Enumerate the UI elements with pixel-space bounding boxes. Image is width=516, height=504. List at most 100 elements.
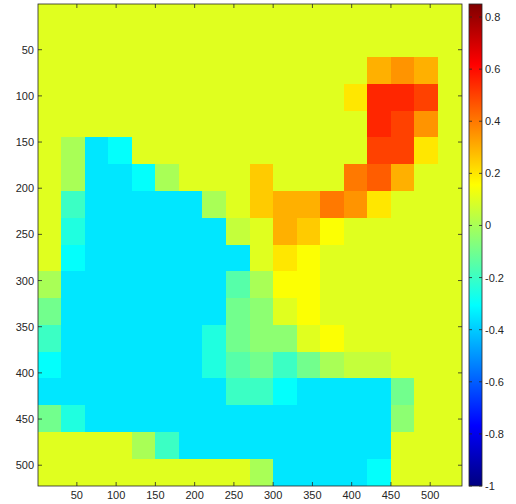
y-tick [38,142,42,143]
x-tick-label: 500 [421,489,439,501]
heatmap-cell [250,298,274,325]
heatmap-cell [320,459,344,486]
colorbar-tick [479,277,482,278]
heatmap-cell [344,245,368,272]
heatmap-cell [438,137,462,164]
heatmap-cell [226,271,250,298]
heatmap-cell [38,378,62,405]
heatmap-cell [226,405,250,432]
colorbar: -1-0.8-0.6-0.4-0.200.20.40.60.8 [469,4,504,492]
heatmap-cell [367,245,391,272]
heatmap-cell [38,4,62,31]
heatmap-cell [273,432,297,459]
x-tick-top [76,4,77,8]
heatmap-cell [297,137,321,164]
heatmap-cell [132,245,156,272]
heatmap-cell [108,191,132,218]
heatmap-cell [61,459,85,486]
heatmap-cell [273,459,297,486]
colorbar-tick-left [469,225,472,226]
heatmap-cell [320,298,344,325]
heatmap-cell [226,30,250,57]
heatmap-cell [438,352,462,379]
heatmap-cell [273,271,297,298]
y-tick-right [458,280,462,281]
heatmap-cell [108,245,132,272]
heatmap-cell [108,111,132,138]
heatmap-cell [438,4,462,31]
heatmap-cell [226,325,250,352]
heatmap-cell [155,271,179,298]
heatmap-cell [367,271,391,298]
y-tick [38,419,42,420]
heatmap-cell [391,57,415,84]
colorbar-tick-label: 0.4 [485,115,500,127]
y-tick-right [458,372,462,373]
heatmap-cell [179,57,203,84]
heatmap-cell [108,271,132,298]
heatmap-cell [202,111,226,138]
colorbar-tick-label: 0.2 [485,167,500,179]
heatmap-cell [250,111,274,138]
heatmap-cell [344,405,368,432]
x-tick-label: 50 [71,489,83,501]
heatmap-cell [61,164,85,191]
x-tick-top [351,4,352,8]
heatmap-cell [226,432,250,459]
colorbar-tick-left [469,277,472,278]
colorbar-tick [479,69,482,70]
heatmap-cell [132,352,156,379]
heatmap-cell [320,4,344,31]
y-tick [38,372,42,373]
heatmap-cell [367,30,391,57]
heatmap-cell [38,218,62,245]
heatmap-cell [297,218,321,245]
x-tick [194,482,195,486]
heatmap-cell [344,432,368,459]
heatmap-cell [179,459,203,486]
x-tick-label: 400 [343,489,361,501]
heatmap-cell [367,191,391,218]
heatmap-cell [344,378,368,405]
heatmap-cell [438,378,462,405]
heatmap-cell [414,30,438,57]
heatmap-cell [414,325,438,352]
heatmap-cell [38,432,62,459]
heatmap-cell [61,298,85,325]
heatmap-cell [108,352,132,379]
axes: 5010015020025030035040045050050100150200… [16,4,462,501]
heatmap-cell [391,298,415,325]
heatmap-cell [273,405,297,432]
heatmap-cell [250,352,274,379]
colorbar-tick-label: -0.4 [485,324,504,336]
heatmap-cell [108,459,132,486]
x-tick [76,482,77,486]
heatmap-cell [438,432,462,459]
heatmap-cell [179,30,203,57]
heatmap-cell [391,164,415,191]
y-tick-right [458,465,462,466]
colorbar-tick-label: -0.8 [485,428,504,440]
heatmap-cell [391,352,415,379]
heatmap-cell [438,325,462,352]
heatmap-cell [155,57,179,84]
heatmap-cell [61,57,85,84]
heatmap-cell [273,352,297,379]
heatmap-cell [391,218,415,245]
heatmap-cell [226,459,250,486]
heatmap-cell [226,111,250,138]
heatmap-cell [61,405,85,432]
y-tick [38,234,42,235]
heatmap-cell [179,271,203,298]
y-tick-label: 500 [16,459,34,471]
heatmap-cell [344,57,368,84]
heatmap-cell [38,325,62,352]
colorbar-tick-label: -1 [485,480,495,492]
heatmap-cell [61,245,85,272]
y-tick-right [458,95,462,96]
heatmap-cell [344,137,368,164]
heatmap-cell [297,111,321,138]
heatmap-cell [391,84,415,111]
heatmap-cell [320,378,344,405]
heatmap-cell [320,432,344,459]
